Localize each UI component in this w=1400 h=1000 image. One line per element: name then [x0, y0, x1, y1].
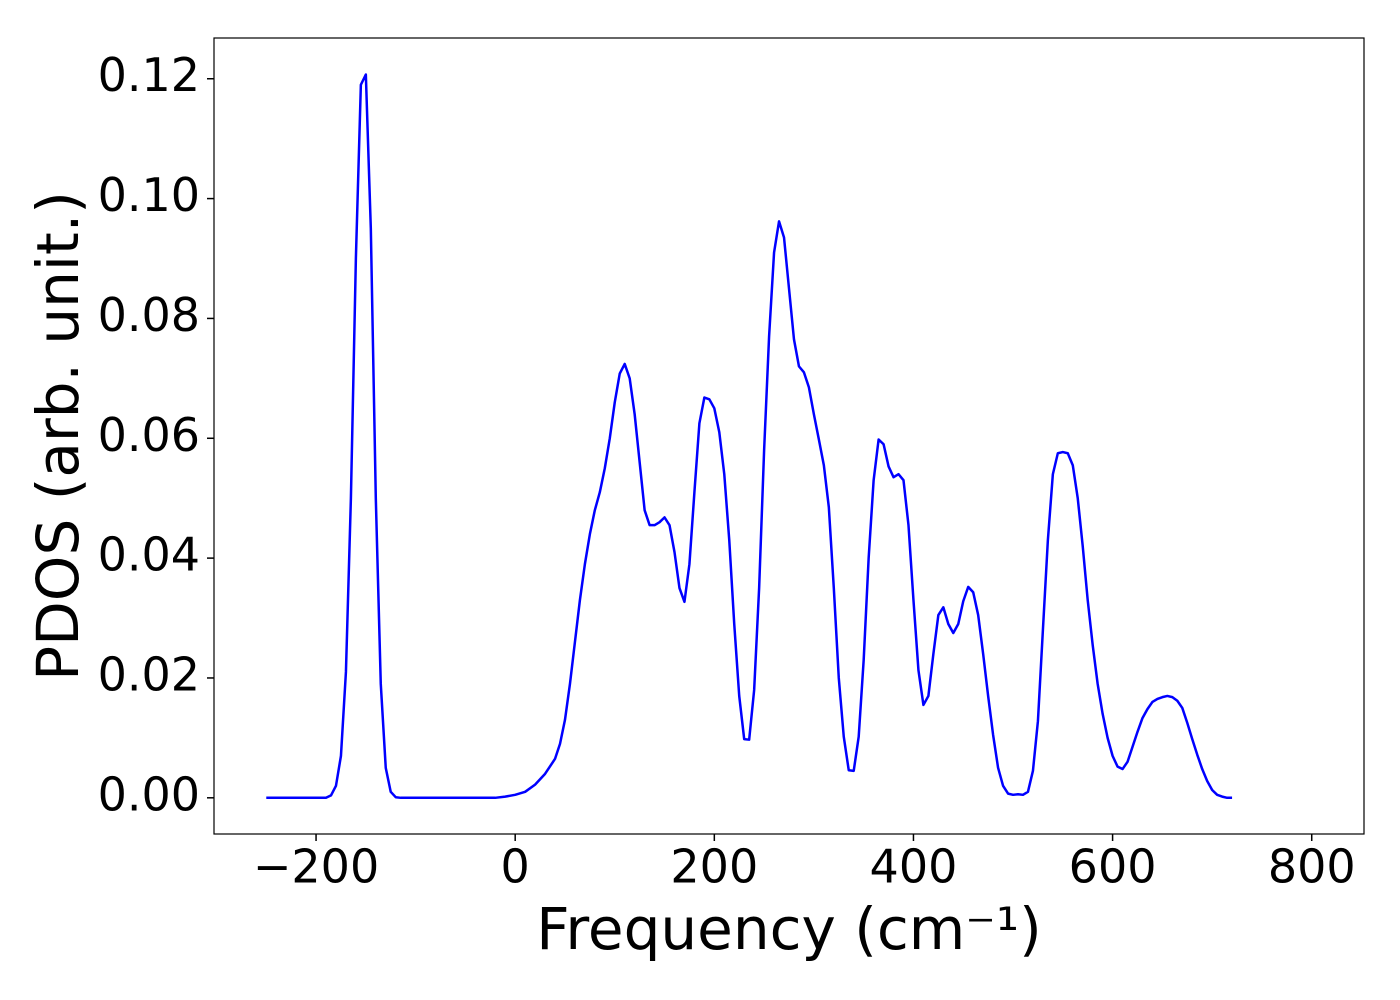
- x-tick-label: 600: [1069, 840, 1157, 894]
- x-tick-label: 800: [1268, 840, 1356, 894]
- y-tick-label: 0.02: [98, 647, 200, 701]
- y-tick-label: 0.06: [98, 408, 200, 462]
- y-tick-label: 0.08: [98, 288, 200, 342]
- y-tick-label: 0.00: [98, 767, 200, 821]
- x-tick-label: 400: [870, 840, 958, 894]
- x-axis-label: Frequency (cm⁻¹): [536, 895, 1042, 963]
- x-tick-label: −200: [253, 840, 379, 894]
- y-axis-label: PDOS (arb. unit.): [24, 191, 92, 681]
- x-tick-label: 0: [501, 840, 530, 894]
- y-tick-label: 0.10: [98, 168, 200, 222]
- y-tick-label: 0.12: [98, 48, 200, 102]
- y-tick-label: 0.04: [98, 528, 200, 582]
- plot-frame: [213, 37, 1365, 835]
- x-tick-label: 200: [670, 840, 758, 894]
- data-line: [266, 73, 1233, 800]
